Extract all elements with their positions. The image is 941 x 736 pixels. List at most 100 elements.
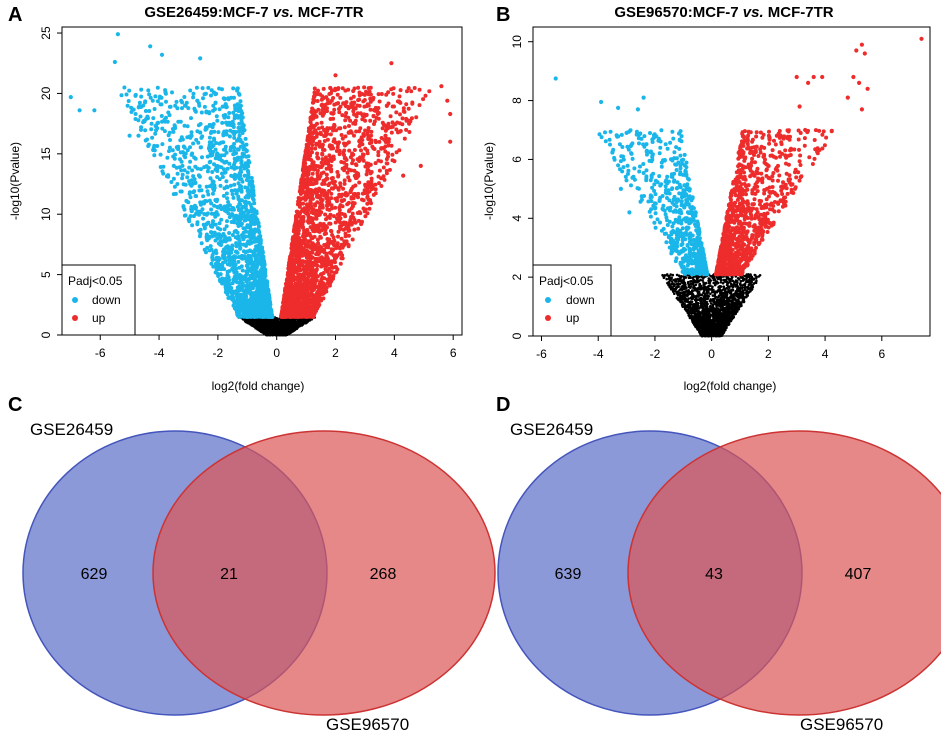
- point-ns: [305, 320, 309, 323]
- point-down: [213, 100, 218, 105]
- point-down: [220, 175, 225, 179]
- point-down: [191, 95, 196, 100]
- point-down: [230, 129, 235, 134]
- point-down: [248, 202, 253, 207]
- point-down: [205, 189, 210, 194]
- point-down: [225, 196, 230, 201]
- point-up: [301, 201, 306, 206]
- point-down: [195, 98, 200, 103]
- point-down: [264, 286, 269, 291]
- point-ns: [261, 329, 264, 332]
- point-ns: [269, 333, 272, 337]
- point-up: [338, 104, 343, 109]
- point-up: [377, 99, 382, 104]
- point-down: [219, 165, 224, 170]
- point-down: [122, 85, 127, 90]
- point-down: [215, 118, 220, 123]
- point-down: [255, 272, 259, 277]
- point-down: [261, 311, 266, 316]
- point-up: [326, 183, 331, 188]
- point-up: [337, 208, 342, 213]
- point-down: [209, 131, 213, 135]
- point-down: [245, 249, 250, 254]
- point-up: [380, 126, 385, 131]
- points-up-a: [279, 61, 453, 319]
- point-down: [195, 222, 200, 227]
- point-down: [177, 165, 182, 170]
- point-down: [190, 168, 195, 173]
- point-down: [228, 148, 233, 153]
- point-down: [183, 151, 188, 156]
- point-down: [234, 241, 239, 246]
- point-ns: [257, 323, 261, 327]
- point-down: [249, 221, 254, 226]
- point-down: [213, 261, 218, 266]
- point-down: [245, 215, 250, 220]
- point-down: [224, 179, 229, 184]
- point-down: [204, 110, 209, 115]
- point-down: [218, 242, 223, 247]
- point-up: [342, 181, 347, 186]
- point-down: [151, 116, 156, 121]
- point-down: [238, 144, 243, 149]
- point-ns: [296, 321, 300, 325]
- point-down: [221, 96, 226, 101]
- point-down: [166, 174, 171, 179]
- point-ns: [279, 324, 283, 327]
- point-up: [390, 104, 395, 109]
- point-down: [252, 313, 257, 318]
- point-up: [321, 147, 325, 152]
- point-down: [212, 203, 217, 208]
- point-down: [234, 113, 239, 118]
- point-down: [223, 258, 228, 263]
- point-ns: [270, 324, 274, 327]
- point-down: [152, 153, 157, 158]
- point-up: [343, 214, 348, 219]
- point-ns: [279, 328, 282, 332]
- point-up: [347, 148, 352, 153]
- point-down: [196, 173, 201, 178]
- point-down: [216, 130, 221, 135]
- point-down: [237, 177, 242, 181]
- point-down: [217, 221, 222, 226]
- point-down: [227, 269, 232, 274]
- point-down: [225, 244, 230, 249]
- point-down: [216, 274, 221, 278]
- point-up: [365, 169, 370, 174]
- point-down: [245, 162, 250, 167]
- point-down: [232, 135, 237, 140]
- volcano-plot-a: A GSE26459:MCF-7 vs. MCF-7TR -6 -4 -2 0 2 4 6 …: [8, 4, 463, 393]
- point-down: [244, 285, 249, 290]
- point-down: [216, 267, 221, 272]
- point-down: [229, 95, 234, 100]
- point-down: [224, 104, 229, 109]
- point-down: [241, 230, 246, 235]
- point-down: [227, 278, 232, 283]
- point-down: [136, 105, 141, 110]
- point-ns: [268, 329, 272, 332]
- point-down: [191, 141, 196, 146]
- point-down: [236, 173, 241, 178]
- point-up: [333, 220, 338, 225]
- point-down: [246, 190, 251, 195]
- point-down: [228, 255, 232, 260]
- point-ns: [280, 332, 283, 336]
- point-up: [384, 161, 389, 166]
- point-up: [406, 106, 411, 111]
- point-down: [233, 305, 238, 310]
- point-up: [363, 207, 368, 212]
- point-down: [191, 91, 196, 96]
- point-up: [414, 115, 419, 120]
- point-down: [189, 130, 194, 135]
- point-up: [388, 114, 393, 119]
- point-down: [235, 312, 240, 317]
- point-ns: [276, 323, 280, 326]
- point-up: [359, 148, 363, 153]
- point-up: [345, 104, 350, 109]
- point-up: [350, 152, 355, 157]
- point-down: [236, 147, 241, 152]
- point-down: [201, 216, 206, 221]
- point-down: [199, 188, 204, 193]
- point-down: [243, 199, 248, 204]
- point-ns: [268, 321, 271, 324]
